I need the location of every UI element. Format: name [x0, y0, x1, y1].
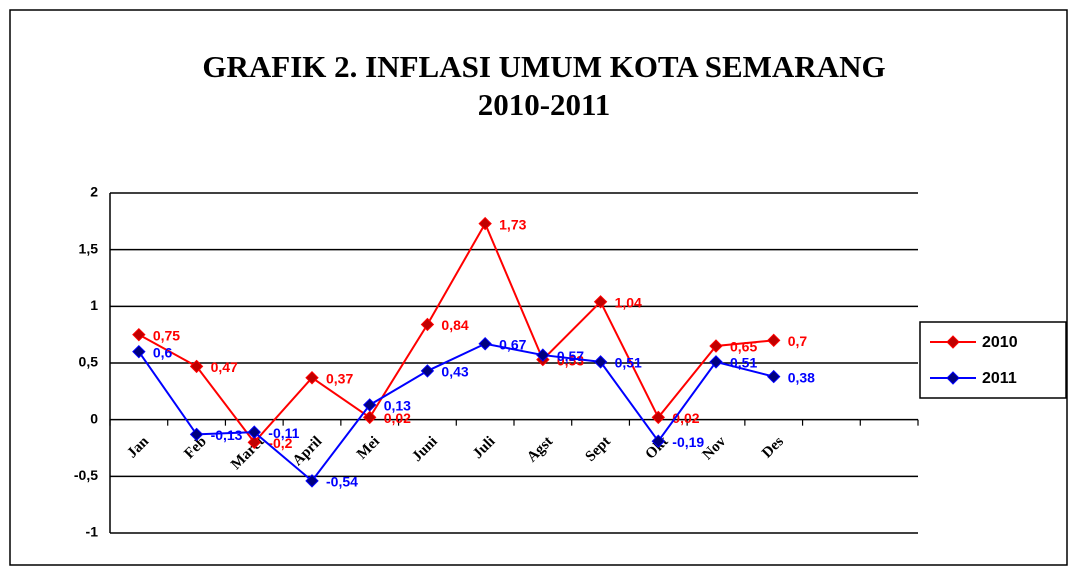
marker	[536, 348, 550, 362]
chart-frame	[9, 9, 1068, 566]
marker	[132, 327, 146, 342]
marker	[189, 359, 204, 374]
data-label: -0,54	[326, 474, 358, 490]
x-tick-label: Juli	[470, 434, 498, 462]
marker	[247, 425, 261, 439]
data-label: 0,38	[788, 369, 815, 385]
data-label: 0,7	[788, 333, 808, 349]
data-label: 0,67	[499, 336, 526, 352]
y-tick-label: -1	[86, 524, 99, 540]
chart-title: GRAFIK 2. INFLASI UMUM KOTA SEMARANG	[202, 49, 885, 84]
x-tick-label: Juni	[409, 434, 440, 465]
data-label: 1,04	[615, 295, 642, 311]
marker	[189, 427, 204, 442]
marker	[305, 474, 319, 488]
y-tick-label: 1,5	[79, 240, 99, 256]
data-label: 0,75	[153, 327, 180, 343]
marker	[767, 369, 781, 384]
x-tick-label: Mei	[354, 434, 383, 463]
data-label: 0,84	[441, 317, 468, 333]
marker	[709, 355, 723, 369]
y-tick-label: 1	[90, 297, 98, 313]
marker	[363, 398, 377, 412]
marker	[132, 344, 146, 359]
data-label: 0,57	[557, 348, 584, 364]
legend-label: 2010	[982, 334, 1018, 351]
marker	[420, 364, 435, 378]
y-tick-label: 0,5	[79, 354, 99, 370]
data-label: 0,47	[211, 359, 238, 375]
y-tick-label: 0	[90, 410, 98, 426]
legend-label: 2011	[982, 370, 1017, 387]
x-tick-label: Jan	[124, 433, 152, 461]
marker	[593, 355, 608, 369]
data-label: 0,02	[384, 410, 411, 426]
marker	[478, 337, 492, 351]
y-tick-label: -0,5	[74, 467, 98, 483]
marker	[767, 333, 781, 348]
data-label: 0,13	[384, 398, 411, 414]
data-label: 1,73	[499, 216, 526, 232]
marker	[478, 216, 492, 231]
y-tick-label: 2	[90, 184, 98, 200]
data-label: -0,11	[268, 425, 299, 441]
marker	[651, 434, 665, 448]
marker	[305, 371, 319, 385]
marker	[420, 317, 435, 332]
legend-box	[919, 321, 1067, 399]
marker	[247, 435, 261, 450]
data-label: -0,19	[672, 434, 704, 450]
data-label: 0,37	[326, 370, 353, 386]
series-line	[138, 221, 774, 444]
data-label: 0,53	[557, 352, 584, 368]
series-line	[138, 342, 774, 483]
data-label: 0,65	[730, 339, 757, 355]
x-tick-label: Des	[759, 433, 787, 461]
x-tick-label: Sept	[582, 434, 613, 465]
data-label: 0,6	[153, 344, 173, 360]
data-label: 0,02	[672, 410, 699, 426]
data-label: 0,51	[615, 355, 642, 371]
chart-title: 2010-2011	[478, 87, 611, 122]
marker	[651, 410, 665, 425]
legend-marker	[946, 371, 960, 385]
x-tick-label: Agst	[524, 434, 556, 466]
marker	[363, 410, 377, 425]
data-label: -0,13	[211, 427, 243, 443]
data-label: 0,51	[730, 355, 757, 371]
data-label: -0,2	[268, 435, 292, 451]
data-label: 0,43	[441, 364, 468, 380]
legend-marker	[946, 335, 960, 349]
marker	[593, 295, 608, 309]
marker	[709, 339, 723, 353]
